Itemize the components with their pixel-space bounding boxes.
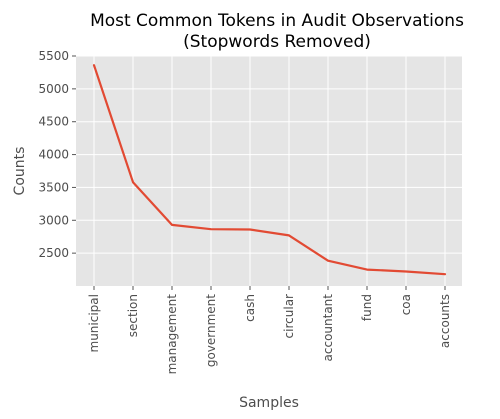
x-tick-label: municipal <box>87 294 101 352</box>
x-axis-ticks: municipal section management government cash… <box>87 286 452 374</box>
y-tick-label: 3500 <box>38 180 69 194</box>
chart-title-line-2: (Stopwords Removed) <box>183 32 371 52</box>
y-tick-label: 2500 <box>38 246 69 260</box>
x-tick-label: accounts <box>438 294 452 348</box>
y-tick-label: 5500 <box>38 49 69 63</box>
x-tick-label: section <box>126 294 140 337</box>
chart-title-line-1: Most Common Tokens in Audit Observations <box>90 11 464 31</box>
x-tick-label: government <box>204 294 218 367</box>
grid-lines <box>76 55 462 286</box>
x-tick-label: cash <box>243 294 257 322</box>
y-tick-label: 3000 <box>38 213 69 227</box>
y-tick-label: 5000 <box>38 82 69 96</box>
y-axis-label: Counts <box>12 147 28 196</box>
series-line <box>92 64 447 276</box>
y-tick-label: 4500 <box>38 115 69 129</box>
y-tick-label: 4000 <box>38 148 69 162</box>
x-tick-label: management <box>165 294 179 375</box>
x-axis-label: Samples <box>239 395 299 411</box>
x-tick-label: accountant <box>321 294 335 362</box>
x-tick-label: coa <box>399 294 413 315</box>
x-tick-label: circular <box>282 294 296 338</box>
y-axis-ticks: 2500 3000 3500 4000 4500 5000 5500 <box>38 49 76 260</box>
plot-area <box>76 56 462 286</box>
x-tick-label: fund <box>360 294 374 321</box>
